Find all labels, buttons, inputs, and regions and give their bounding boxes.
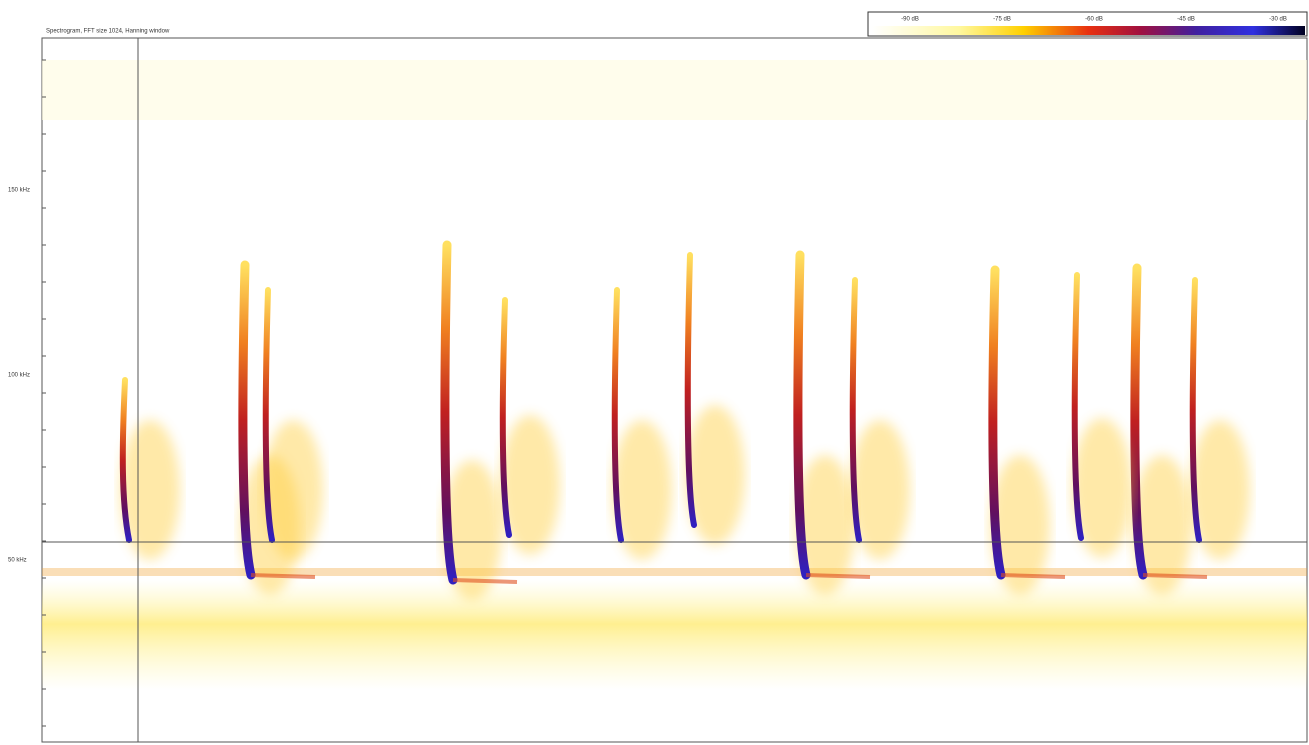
call-tail <box>251 575 315 577</box>
call-tail <box>453 580 517 582</box>
y-label: 100 kHz <box>8 373 30 379</box>
noise-top <box>42 60 1307 120</box>
call-tail <box>1001 575 1065 577</box>
y-labels: 150 kHz 100 kHz 50 kHz <box>8 188 30 564</box>
low-band <box>42 568 1307 576</box>
colorbar-label: -60 dB <box>1085 17 1103 23</box>
colorbar-label: -90 dB <box>901 17 919 23</box>
title: Spectrogram, FFT size 1024, Hanning wind… <box>46 29 170 35</box>
y-label: 50 kHz <box>8 558 27 564</box>
page: Spectrogram, FFT size 1024, Hanning wind… <box>0 0 1309 745</box>
spectrogram-view: Spectrogram, FFT size 1024, Hanning wind… <box>0 0 1309 745</box>
call-tail <box>1143 575 1207 577</box>
colorbar-label: -45 dB <box>1177 17 1195 23</box>
colorbar-label: -30 dB <box>1269 17 1287 23</box>
y-label: 150 kHz <box>8 188 30 194</box>
colorbar <box>872 26 1305 35</box>
colorbar-label: -75 dB <box>993 17 1011 23</box>
noise-band <box>42 580 1307 690</box>
call-tail <box>806 575 870 577</box>
